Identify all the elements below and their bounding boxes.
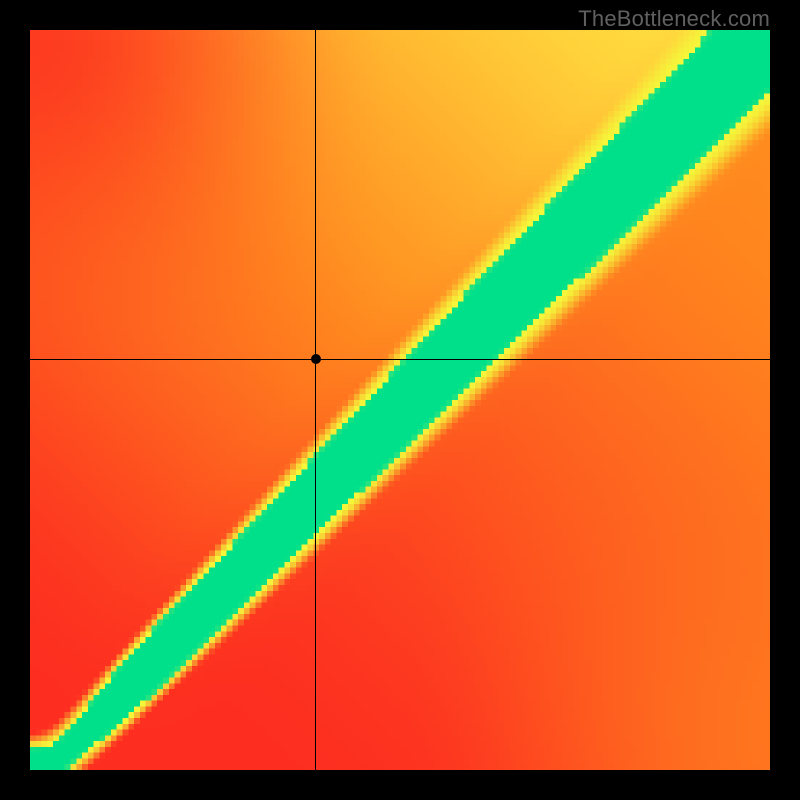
heatmap-canvas (30, 30, 770, 770)
crosshair-horizontal (30, 359, 770, 360)
bottleneck-marker-dot (311, 354, 321, 364)
crosshair-vertical (315, 30, 316, 770)
heatmap-plot-area (30, 30, 770, 770)
watermark-text: TheBottleneck.com (578, 6, 770, 32)
